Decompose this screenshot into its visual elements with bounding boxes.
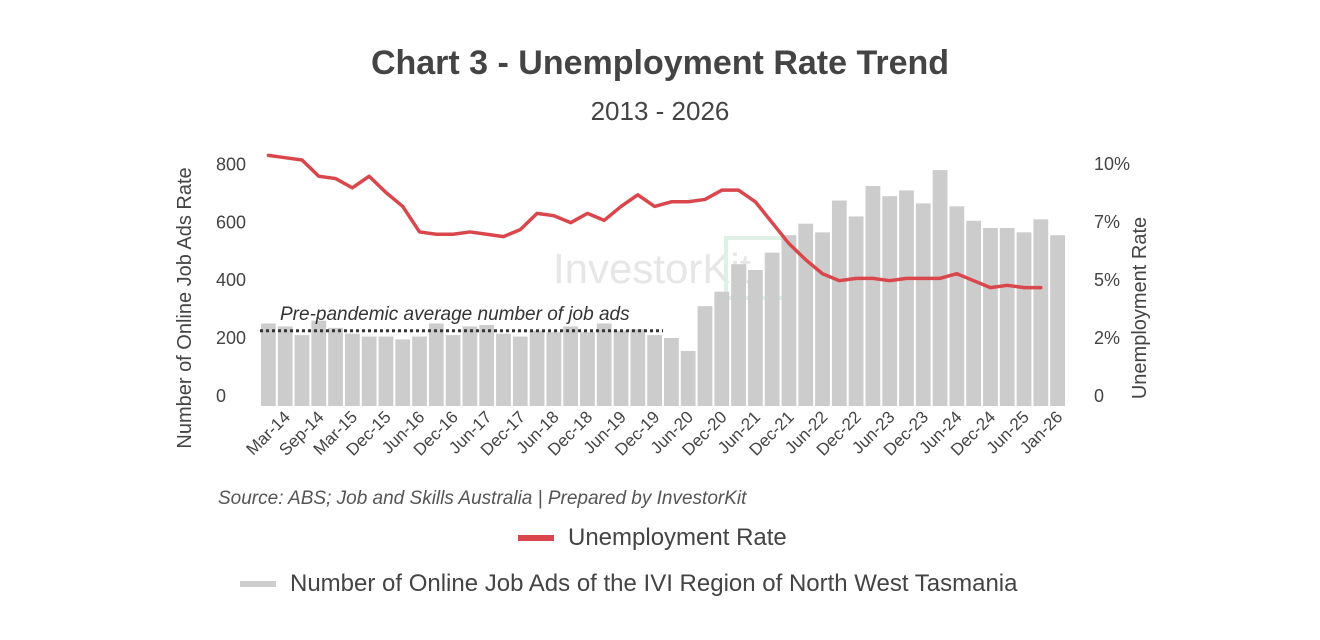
bar[interactable] bbox=[764, 252, 780, 406]
x-axis: Mar-14Sep-14Mar-15Dec-15Jun-16Dec-16Jun-… bbox=[242, 407, 1066, 459]
line-series bbox=[266, 153, 1043, 290]
unemployment-rate-line[interactable] bbox=[266, 153, 1043, 290]
bar-series bbox=[261, 170, 1065, 406]
bar[interactable] bbox=[932, 170, 948, 406]
y-left-tick-label: 800 bbox=[216, 154, 246, 174]
bar[interactable] bbox=[294, 335, 310, 406]
bar[interactable] bbox=[915, 203, 931, 406]
bar[interactable] bbox=[680, 351, 696, 406]
bar[interactable] bbox=[966, 220, 982, 406]
bar[interactable] bbox=[563, 326, 579, 406]
bar[interactable] bbox=[983, 228, 998, 406]
bar[interactable] bbox=[731, 264, 746, 406]
y-axis-right: 0 2% 5% 7% 10% bbox=[1094, 154, 1130, 406]
bar[interactable] bbox=[479, 324, 495, 406]
legend-item-unemployment[interactable]: Unemployment Rate bbox=[518, 524, 787, 552]
bar[interactable] bbox=[277, 326, 293, 406]
y-axis-left: 0 200 400 600 800 bbox=[216, 154, 246, 406]
bar[interactable] bbox=[613, 330, 629, 406]
bar[interactable] bbox=[462, 326, 478, 406]
bar[interactable] bbox=[395, 339, 411, 406]
bar[interactable] bbox=[496, 333, 511, 406]
bar[interactable] bbox=[697, 306, 713, 406]
bar[interactable] bbox=[899, 190, 914, 406]
legend-line-swatch bbox=[518, 535, 554, 541]
bar[interactable] bbox=[445, 335, 461, 406]
bar[interactable] bbox=[831, 200, 847, 406]
y-left-tick-label: 600 bbox=[216, 212, 246, 232]
bar[interactable] bbox=[529, 330, 545, 406]
bar[interactable] bbox=[630, 329, 646, 406]
bar[interactable] bbox=[815, 232, 830, 406]
chart-title: Chart 3 - Unemployment Rate Trend bbox=[370, 44, 950, 82]
bar[interactable] bbox=[311, 320, 327, 406]
bar[interactable] bbox=[596, 323, 612, 406]
bar[interactable] bbox=[882, 196, 898, 406]
bar[interactable] bbox=[361, 336, 377, 406]
bar[interactable] bbox=[747, 269, 763, 406]
bar[interactable] bbox=[546, 332, 562, 406]
bar[interactable] bbox=[949, 206, 965, 406]
bar[interactable] bbox=[781, 235, 797, 406]
y-left-tick-label: 0 bbox=[216, 386, 226, 406]
bar[interactable] bbox=[647, 335, 662, 406]
bar[interactable] bbox=[580, 332, 595, 406]
bar[interactable] bbox=[1050, 235, 1065, 406]
bar[interactable] bbox=[999, 228, 1015, 406]
y-left-tick-label: 400 bbox=[216, 270, 246, 290]
bar[interactable] bbox=[664, 337, 679, 406]
bar[interactable] bbox=[328, 327, 343, 406]
legend-label: Number of Online Job Ads of the IVI Regi… bbox=[290, 570, 1018, 597]
source-note: Source: ABS; Job and Skills Australia | … bbox=[218, 488, 747, 509]
y-axis-left-label: Number of Online Job Ads Rate bbox=[174, 167, 196, 448]
y-axis-right-label: Unemployment Rate bbox=[1129, 217, 1151, 399]
bar[interactable] bbox=[378, 336, 394, 406]
watermark-text: InvestorKit bbox=[553, 245, 752, 292]
bar[interactable] bbox=[512, 336, 528, 406]
bar[interactable] bbox=[798, 223, 814, 406]
chart-subtitle: 2013 - 2026 bbox=[590, 96, 730, 126]
legend-bar-swatch bbox=[240, 581, 276, 587]
bar[interactable] bbox=[261, 323, 276, 406]
bar[interactable] bbox=[848, 216, 864, 406]
legend-label: Unemployment Rate bbox=[568, 524, 787, 551]
bar[interactable] bbox=[412, 336, 427, 406]
legend-item-job-ads[interactable]: Number of Online Job Ads of the IVI Regi… bbox=[240, 570, 1018, 598]
y-right-tick-label: 10% bbox=[1094, 154, 1130, 174]
bar[interactable] bbox=[865, 186, 881, 406]
y-right-tick-label: 0 bbox=[1094, 386, 1104, 406]
pre-pandemic-average-label: Pre-pandemic average number of job ads bbox=[280, 304, 630, 325]
y-right-tick-label: 2% bbox=[1094, 328, 1120, 348]
y-left-tick-label: 200 bbox=[216, 328, 246, 348]
bar[interactable] bbox=[1033, 219, 1049, 406]
bar[interactable] bbox=[714, 291, 730, 406]
annotation-group: Pre-pandemic average number of job ads bbox=[260, 304, 663, 333]
bar[interactable] bbox=[428, 323, 444, 406]
y-right-tick-label: 5% bbox=[1094, 270, 1120, 290]
y-right-tick-label: 7% bbox=[1094, 212, 1120, 232]
bar[interactable] bbox=[1016, 232, 1032, 406]
bar[interactable] bbox=[344, 333, 360, 406]
